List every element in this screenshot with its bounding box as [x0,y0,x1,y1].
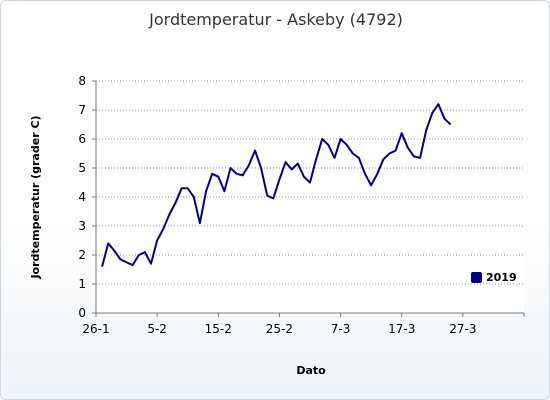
x-tick-label: 26-1 [82,322,109,336]
series-line-2019 [101,103,452,267]
y-tick-label: 6 [78,132,86,146]
x-tick-label: 15-2 [205,322,232,336]
series-group [101,103,452,267]
y-tick-label: 7 [78,103,86,117]
y-tick-label: 2 [78,248,86,262]
y-tick-label: 5 [78,161,86,175]
grid-lines [96,80,524,285]
legend-label: 2019 [486,271,517,284]
y-tick-label: 0 [78,306,86,320]
y-axis-ticks: 0 1 2 3 4 5 6 7 8 [78,74,96,320]
x-axis-ticks: 26-1 5-2 15-2 25-2 7-3 17-3 27-3 [82,313,525,336]
y-tick-label: 8 [78,74,86,88]
x-tick-label: 5-2 [147,322,167,336]
x-tick-label: 7-3 [331,322,351,336]
y-tick-label: 4 [78,190,86,204]
x-tick-label: 25-2 [266,322,293,336]
x-axis-label: Dato [296,364,326,377]
x-tick-label: 27-3 [449,322,476,336]
legend-swatch [471,272,482,283]
x-tick-label: 17-3 [388,322,415,336]
y-tick-label: 1 [78,277,86,291]
y-axis-label: Jordtemperatur (grader C) [29,115,42,279]
y-tick-label: 3 [78,219,86,233]
legend: 2019 [471,271,517,284]
chart-title: Jordtemperatur - Askeby (4792) [148,10,403,29]
